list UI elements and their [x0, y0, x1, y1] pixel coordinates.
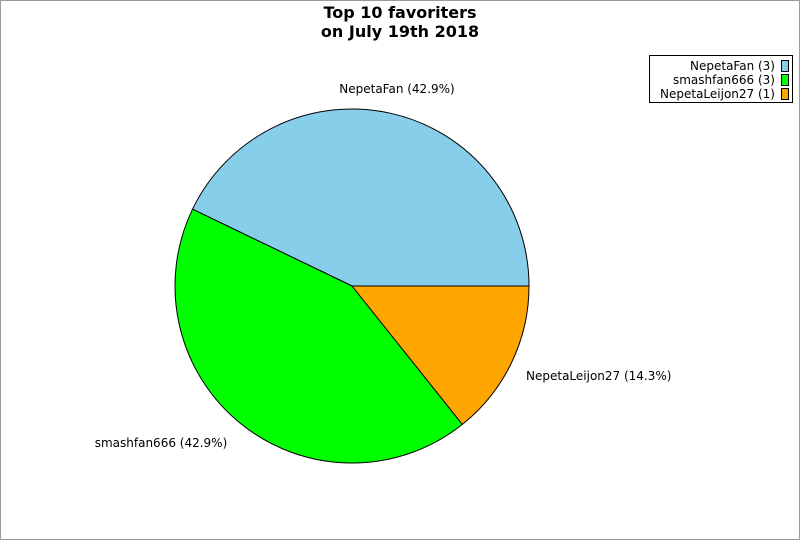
legend-label-smashfan666: smashfan666 (3): [672, 73, 775, 87]
chart-title-line-2: on July 19th 2018: [320, 22, 480, 41]
slice-label-smashfan666: smashfan666 (42.9%): [95, 436, 228, 450]
chart-title-line-1: Top 10 favoriters: [323, 3, 477, 22]
pie-slice-nepetafan: [191, 108, 530, 287]
legend-entry-nepetaleijon27: NepetaLeijon27 (1): [660, 87, 792, 101]
legend-swatch-nepetaleijon27: [781, 88, 789, 100]
chart-title: Top 10 favoriters on July 19th 2018: [1, 3, 799, 41]
slice-label-nepetafan: NepetaFan (42.9%): [339, 82, 454, 96]
legend-entry-nepetafan: NepetaFan (3): [690, 59, 792, 73]
pie-slice-nepetaleijon27: [350, 285, 530, 426]
slice-label-nepetaleijon27: NepetaLeijon27 (14.3%): [526, 369, 671, 383]
legend-label-nepetaleijon27: NepetaLeijon27 (1): [660, 87, 775, 101]
legend-entry-smashfan666: smashfan666 (3): [673, 73, 792, 87]
legend: NepetaFan (3) smashfan666 (3) NepetaLeij…: [649, 55, 793, 103]
legend-swatch-nepetafan: [781, 60, 789, 72]
pie-slice-smashfan666: [174, 208, 464, 464]
legend-label-nepetafan: NepetaFan (3): [690, 59, 775, 73]
legend-swatch-smashfan666: [781, 74, 789, 86]
